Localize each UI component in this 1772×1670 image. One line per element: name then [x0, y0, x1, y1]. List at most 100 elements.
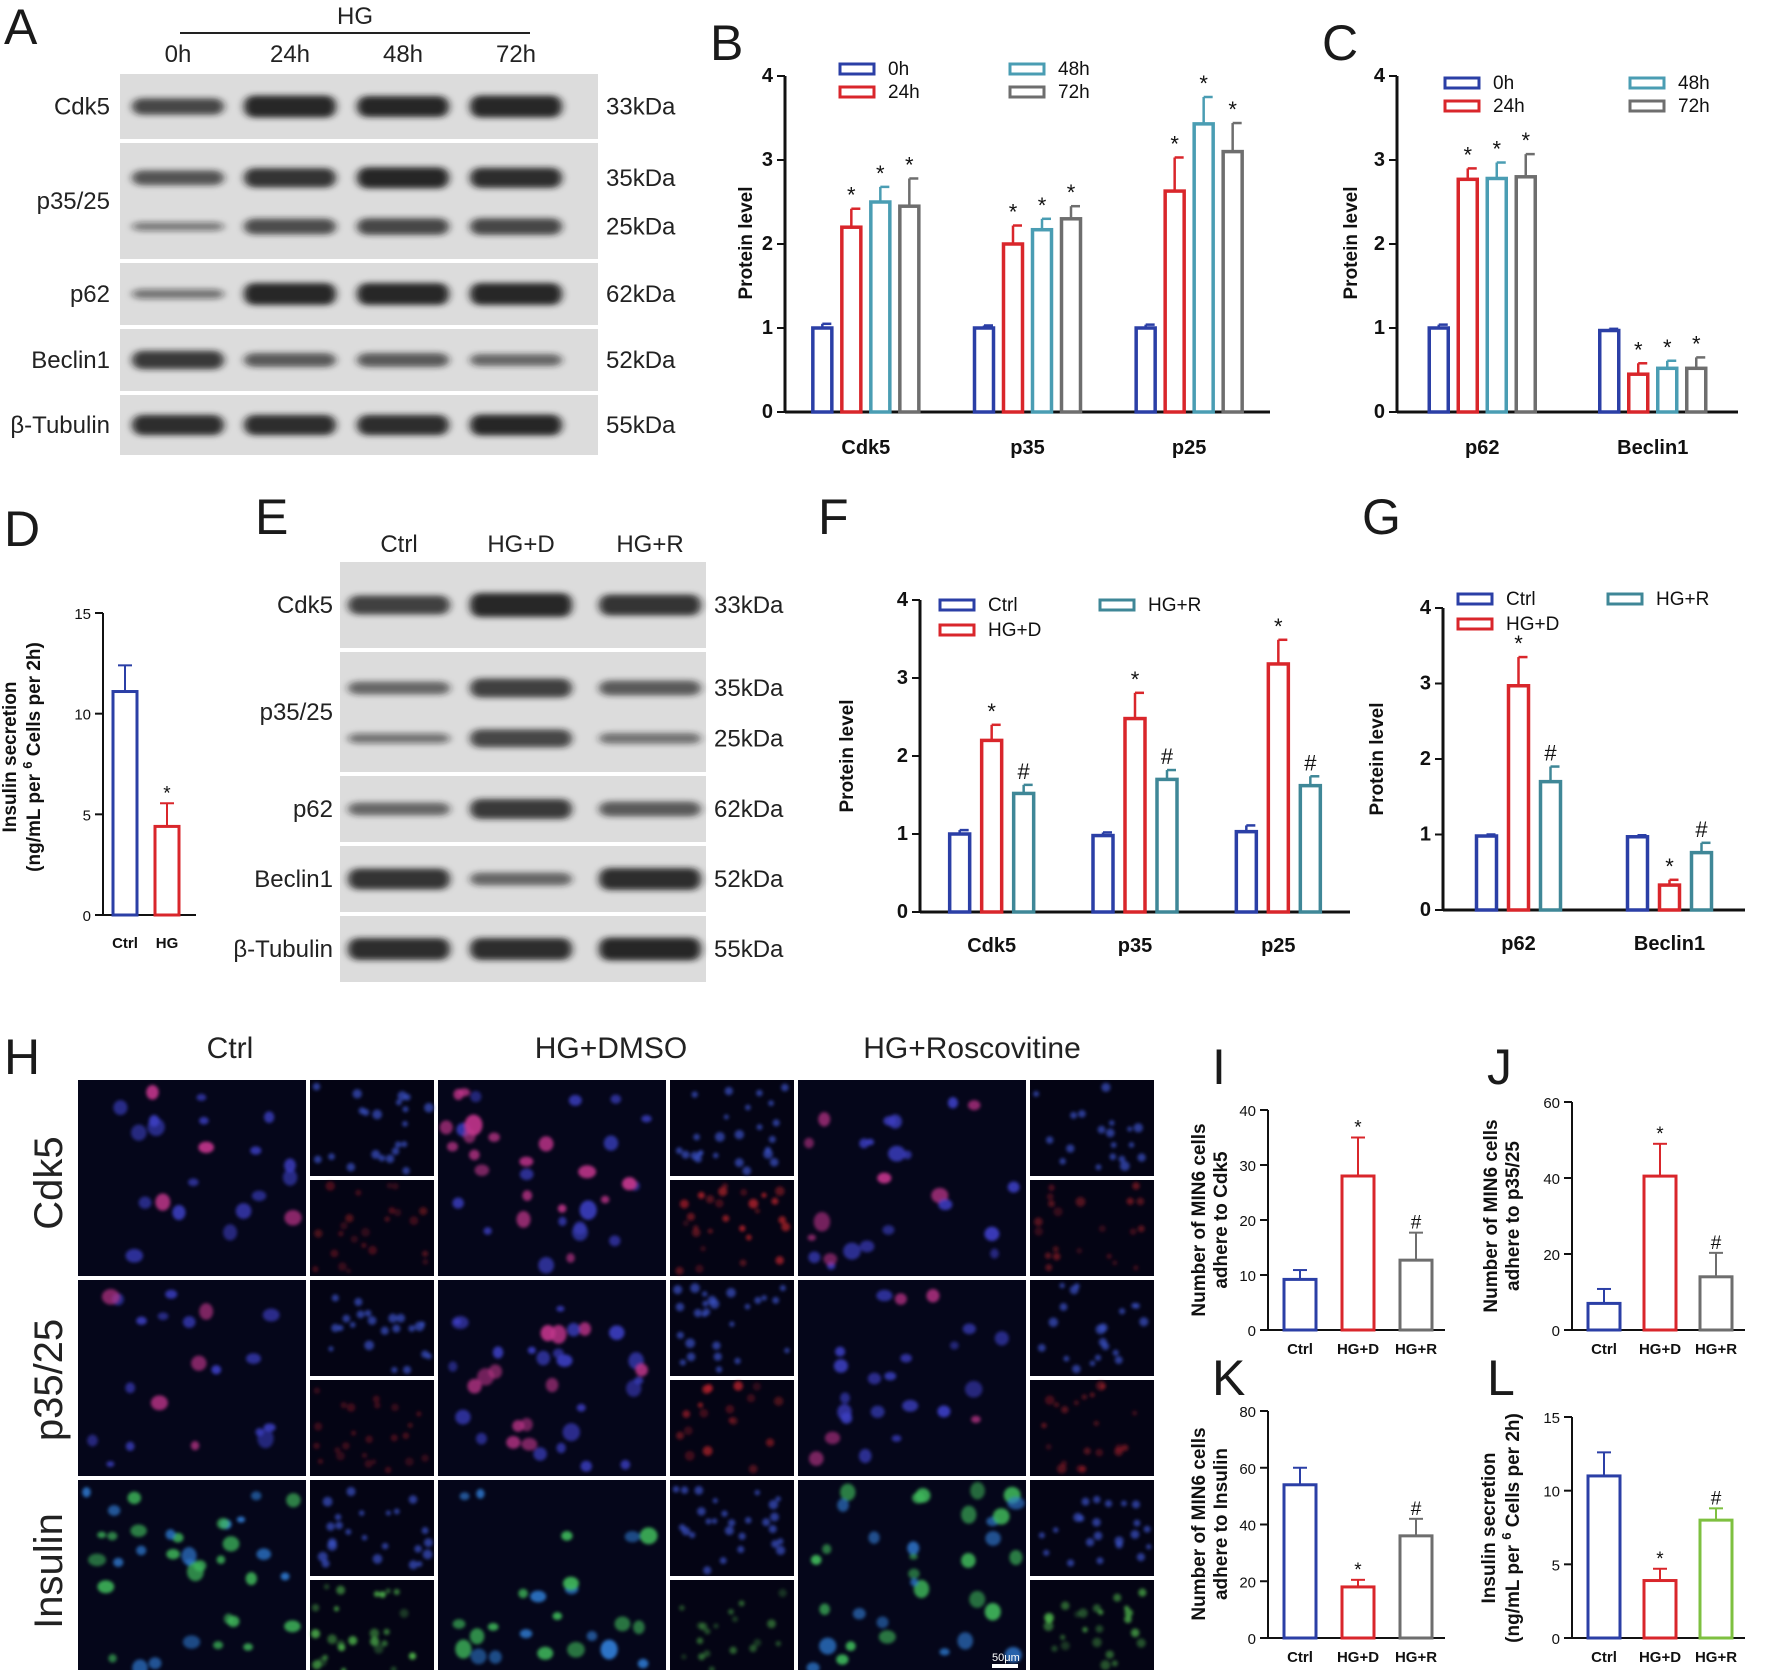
if-cell [196, 1093, 207, 1101]
blot-band [470, 678, 572, 698]
y-tick-label: 4 [1374, 65, 1386, 87]
chart-B: B 0 1 2 3 4 Protein level Cdk5 * * * p35 * * * p25 * * * 0h… [710, 15, 1270, 459]
if-cell [364, 1309, 372, 1317]
if-cell [476, 1488, 485, 1499]
blot-column-label: 48h [383, 41, 423, 68]
if-cell [1081, 1394, 1088, 1400]
if-cell [193, 1560, 207, 1572]
if-column-title: Ctrl [207, 1032, 254, 1065]
blot-kda-label: 33kDa [606, 94, 676, 121]
if-cell [393, 1508, 400, 1515]
if-cell [1053, 1207, 1063, 1217]
if-cell [414, 1545, 422, 1553]
blot-panel-A: A HG 0h 24h 48h 72h Cdk5 33kDa p35/25 35kDa 25kDa p… [4, 0, 676, 455]
if-cell [1045, 1136, 1054, 1144]
x-category-label: Ctrl [1287, 1649, 1313, 1666]
if-cell [405, 1457, 414, 1466]
y-tick-label: 4 [1420, 597, 1432, 619]
if-cell [726, 1287, 736, 1298]
if-cell [423, 1538, 433, 1548]
if-cell [701, 1291, 708, 1297]
if-cell [840, 1392, 850, 1404]
if-row-label: p35/25 [27, 1319, 71, 1441]
if-cell [1101, 1342, 1110, 1351]
if-cell [165, 1289, 178, 1299]
significance-mark: * [1354, 1118, 1362, 1139]
if-cell [603, 1135, 619, 1151]
bar [1456, 177, 1479, 414]
if-cell [742, 1166, 752, 1176]
if-cell [756, 1124, 763, 1131]
if-cell [136, 1545, 147, 1556]
if-cell [328, 1346, 334, 1352]
panel-letter-L: L [1487, 1350, 1515, 1406]
y-label-line: (ng/mL per [24, 769, 45, 872]
if-cell [391, 1147, 400, 1156]
legend-label: HG+D [988, 620, 1041, 641]
panel-letter-H: H [4, 1029, 40, 1085]
blot-band [132, 98, 224, 115]
if-cell [282, 1169, 298, 1186]
if-cell [340, 1222, 348, 1230]
if-cell [686, 1212, 695, 1221]
significance-mark: * [1199, 71, 1208, 96]
if-cell [467, 1378, 482, 1394]
if-cell [859, 1240, 875, 1253]
y-label-line: adhere to Insulin [1211, 1448, 1232, 1600]
bar [1427, 326, 1450, 414]
if-cell [810, 1554, 822, 1565]
x-category-label: Beclin1 [1634, 933, 1705, 955]
y-tick-label: 3 [762, 149, 773, 171]
if-cell [455, 1639, 472, 1659]
chart-L: L 0 5 10 15 Insulin secretion (ng/mL per 6 Cel… [1479, 1350, 1745, 1666]
if-cell [808, 1451, 824, 1466]
if-cell [113, 1100, 128, 1116]
if-cell [708, 1666, 715, 1670]
if-cell [346, 1268, 352, 1274]
if-cell [620, 1459, 631, 1470]
if-cell [1059, 1303, 1068, 1311]
if-cell [251, 1190, 267, 1202]
y-axis-label-J: Number of MIN6 cellsadhere to p35/25 [1481, 1119, 1524, 1312]
if-cell [696, 1622, 704, 1630]
blot-band [470, 353, 562, 367]
if-cell [311, 1604, 320, 1612]
if-cell [338, 1230, 344, 1237]
if-cell [711, 1518, 718, 1524]
y-tick-label: 20 [1239, 1574, 1256, 1591]
if-cell [1138, 1588, 1147, 1597]
if-cell [762, 1518, 771, 1527]
if-cell [1073, 1400, 1080, 1406]
significance-mark: * [1067, 180, 1076, 205]
y-tick-label: 0 [1248, 1631, 1256, 1648]
if-cell [679, 1605, 685, 1611]
if-cell [691, 1228, 701, 1237]
if-cells [675, 1083, 789, 1176]
if-cell [416, 1411, 422, 1417]
if-cell [284, 1209, 302, 1226]
if-cell [738, 1600, 745, 1607]
if-cell [1059, 1282, 1065, 1289]
significance-mark: * [1131, 667, 1140, 692]
if-cell [384, 1466, 392, 1474]
y-tick-label: 0 [762, 401, 773, 423]
legend-label: 72h [1678, 96, 1710, 117]
blot-strip [120, 143, 598, 259]
if-cell [1063, 1355, 1070, 1362]
if-cell [884, 1371, 897, 1381]
if-cell [910, 1578, 919, 1587]
y-label-line: Number of MIN6 cells [1189, 1123, 1210, 1316]
if-cell [1066, 1144, 1075, 1153]
if-cell [391, 1366, 398, 1374]
if-cell [734, 1129, 745, 1140]
if-cell [761, 1295, 767, 1301]
legend-label: 0h [1493, 73, 1514, 94]
if-cell [909, 1553, 918, 1560]
blot-band [357, 283, 449, 305]
blot-kda-label: 52kDa [714, 866, 784, 893]
if-cell [419, 1321, 426, 1327]
if-cell [422, 1549, 433, 1560]
if-cell [187, 1178, 199, 1187]
if-cell [673, 1285, 683, 1295]
if-cell [222, 1536, 240, 1552]
